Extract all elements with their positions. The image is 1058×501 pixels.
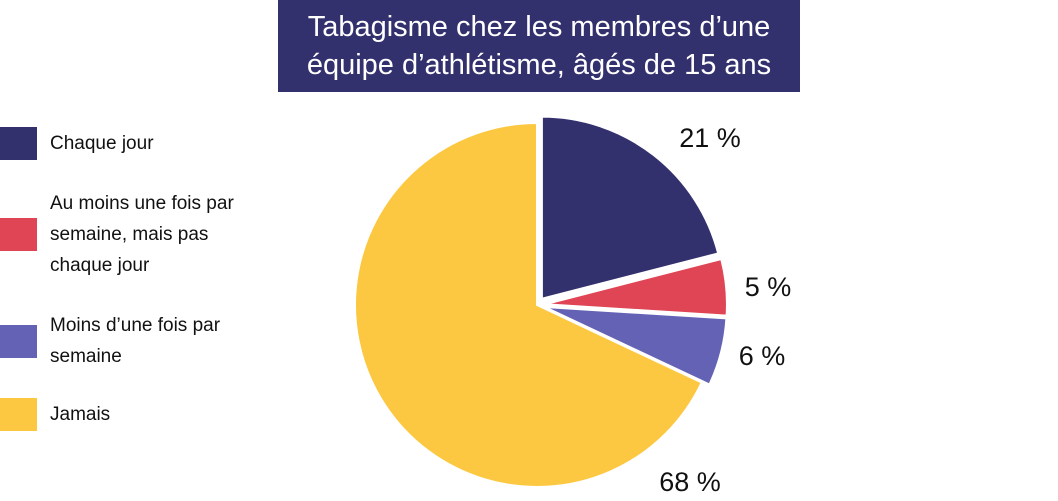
- pie-slice: [540, 115, 720, 300]
- legend-item: Au moins une fois par semaine, mais pas …: [0, 188, 250, 281]
- legend-swatch: [0, 218, 37, 251]
- pie-slice: [544, 257, 728, 317]
- data-label: 6 %: [739, 341, 786, 371]
- pie-slice: [544, 305, 728, 386]
- data-label: 21 %: [679, 123, 741, 153]
- legend-item: Moins d’une fois par semaine: [0, 310, 250, 372]
- legend-swatch: [0, 398, 37, 431]
- chart-title: Tabagisme chez les membres d’une équipe …: [278, 0, 800, 92]
- legend-label: Au moins une fois par semaine, mais pas …: [50, 193, 234, 276]
- legend-swatch: [0, 127, 37, 160]
- data-label: 68 %: [659, 467, 721, 497]
- legend-label: Chaque jour: [50, 133, 154, 154]
- legend-swatch: [0, 324, 37, 358]
- legend-label: Jamais: [50, 404, 111, 425]
- legend-item: Chaque jour: [0, 127, 250, 160]
- data-label: 5 %: [745, 272, 792, 302]
- legend-label: Moins d’une fois par semaine: [50, 315, 221, 367]
- legend-item: Jamais: [0, 398, 250, 431]
- pie-slice: [354, 121, 704, 488]
